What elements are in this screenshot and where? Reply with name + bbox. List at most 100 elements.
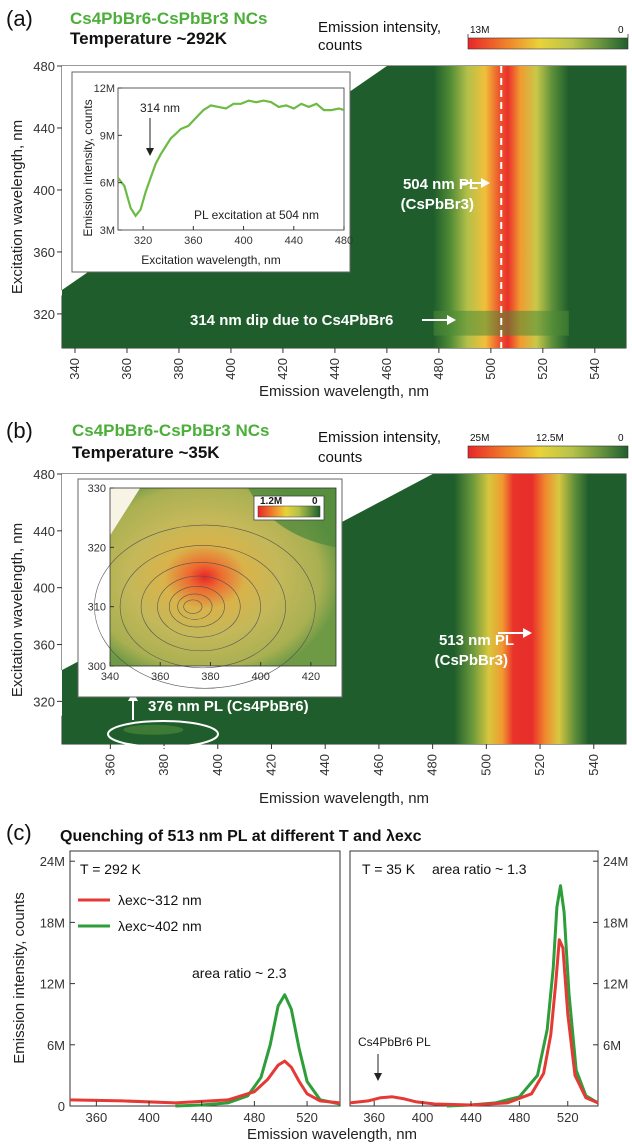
b-xtick-label: 420	[263, 754, 278, 776]
inset-b-ytick-label: 330	[88, 483, 106, 495]
series-line-312	[349, 938, 599, 1107]
panel-a-colorbar-min: 0	[618, 25, 624, 36]
panel-a-colorbar-max: 13M	[470, 25, 489, 36]
panel-a-inset-dip-label: 314 nm	[140, 101, 180, 115]
panel-c-ylabel: Emission intensity, counts	[11, 892, 28, 1063]
inset-b-contour	[119, 545, 286, 669]
panel-c-left-plot: 360 400 440 480 520 0 6M 12M 18M 24M	[40, 854, 341, 1125]
b-xtick-label: 540	[586, 754, 601, 776]
panel-a: (a) Cs4PbBr6-CsPbBr3 NCs Temperature ~29…	[6, 6, 629, 400]
panel-b-ann-513-line1: 513 nm PL	[439, 632, 514, 649]
c-right-ytick-label: 12M	[603, 977, 628, 992]
panel-b-colorbar-max: 25M	[470, 433, 489, 444]
inset-a-xtick-label: 360	[184, 235, 202, 247]
c-left-ytick-label: 6M	[47, 1038, 65, 1053]
c-left-xtick-label: 400	[138, 1110, 160, 1125]
c-right-ytick-label: 18M	[603, 915, 628, 930]
inset-b-contour	[157, 575, 241, 638]
panel-a-xlabel: Emission wavelength, nm	[259, 383, 429, 400]
c-right-xtick-label: 440	[460, 1110, 482, 1125]
inset-b-ytick-label: 310	[88, 602, 106, 614]
inset-b-xtick-label: 360	[151, 671, 169, 683]
inset-b-contour	[168, 585, 225, 628]
panel-c-right-temp: T = 35 K	[362, 861, 416, 877]
b-xtick-label: 500	[478, 754, 493, 776]
a-xtick-label: 540	[587, 358, 602, 380]
panel-c-ratio-right: area ratio ~ 1.3	[432, 861, 527, 877]
c-right-xtick-label: 480	[509, 1110, 531, 1125]
panel-b-colorbar-label-1: Emission intensity,	[318, 429, 441, 446]
panel-a-inset-plot: 320 360 400 440 480 3M 6M 9M 12M	[94, 83, 354, 247]
inset-b-contour	[94, 524, 316, 689]
c-left-xtick-label: 520	[296, 1110, 318, 1125]
a-xtick-label: 340	[67, 358, 82, 380]
inset-a-ytick-label: 9M	[100, 130, 115, 142]
legend-label-312: λexc~312 nm	[118, 892, 202, 908]
inset-a-xtick-label: 440	[285, 235, 303, 247]
panel-c-title: Quenching of 513 nm PL at different T an…	[60, 828, 422, 845]
inset-a-series-line	[117, 99, 345, 218]
b-xtick-label: 360	[102, 754, 117, 776]
panel-b-axes: 360 380 400 420 440 460 480 500 520 540 320 360 400 4…	[33, 467, 600, 776]
panel-c: (c) Quenching of 513 nm PL at different …	[6, 820, 628, 1143]
heatmap-b-secondary	[123, 724, 184, 735]
panel-b-colorbar-label-2: counts	[318, 449, 362, 466]
c-left-ytick-label: 24M	[40, 854, 65, 869]
a-xtick-label: 380	[171, 358, 186, 380]
b-ytick-label: 360	[33, 638, 55, 653]
panel-a-ann-504-line1: 504 nm PL	[403, 176, 478, 193]
panel-b-xlabel: Emission wavelength, nm	[259, 790, 429, 807]
c-left-ytick-label: 12M	[40, 977, 65, 992]
panel-a-colorbar	[467, 37, 629, 50]
panel-a-axes: 340 360 380 400 420 440 460 480 500 520 540 320 360 4…	[33, 59, 602, 380]
b-ytick-label: 480	[33, 467, 55, 482]
panel-b-highlight-ellipse	[107, 720, 219, 748]
a-ytick-label: 440	[33, 121, 55, 136]
panel-b-colorbar-min: 0	[618, 433, 624, 444]
a-xtick-label: 420	[275, 358, 290, 380]
panel-a-ann-314: 314 nm dip due to Cs4PbBr6	[190, 312, 393, 329]
panel-b-inset-colorbar	[257, 505, 321, 518]
inset-b-xtick-label: 400	[251, 671, 269, 683]
a-xtick-label: 520	[535, 358, 550, 380]
b-ytick-label: 320	[33, 694, 55, 709]
inset-b-contour	[183, 599, 203, 614]
b-xtick-label: 440	[317, 754, 332, 776]
c-right-xtick-label: 400	[412, 1110, 434, 1125]
c-left-xtick-label: 480	[244, 1110, 266, 1125]
c-right-ytick-label: 6M	[603, 1038, 621, 1053]
panel-b-ann-513-line2: (CsPbBr3)	[435, 652, 508, 669]
panel-b-temperature: Temperature ~35K	[72, 443, 220, 462]
panel-a-colorbar-label-1: Emission intensity,	[318, 19, 441, 36]
a-xtick-label: 460	[379, 358, 394, 380]
panel-c-cs4-pl-label: Cs4PbBr6 PL	[358, 1035, 431, 1049]
panel-b-colorbar	[467, 445, 629, 459]
a-ytick-label: 400	[33, 183, 55, 198]
inset-b-contour	[177, 593, 213, 620]
inset-b-xtick-label: 340	[101, 671, 119, 683]
inset-a-ytick-label: 3M	[100, 225, 115, 237]
inset-a-frame	[117, 87, 345, 231]
a-xtick-label: 500	[483, 358, 498, 380]
panel-c-right-plot: 360 400 440 480 520 6M 12M 18M 24M	[349, 854, 628, 1125]
inset-a-xtick-label: 480	[335, 235, 353, 247]
panel-b-colorbar-mid: 12.5M	[536, 433, 564, 444]
panel-c-ratio-left: area ratio ~ 2.3	[192, 965, 287, 981]
inset-b-ytick-label: 320	[88, 542, 106, 554]
panel-a-ann-504-line2: (CsPbBr3)	[401, 196, 474, 213]
panel-c-label: (c)	[6, 820, 32, 845]
panel-a-label: (a)	[6, 6, 33, 31]
a-xtick-label: 440	[327, 358, 342, 380]
b-ytick-label: 400	[33, 581, 55, 596]
a-ytick-label: 360	[33, 245, 55, 260]
c-right-xtick-label: 520	[557, 1110, 579, 1125]
a-ytick-label: 480	[33, 59, 55, 74]
panel-a-inset-xlabel: Excitation wavelength, nm	[141, 253, 280, 267]
a-xtick-label: 480	[431, 358, 446, 380]
c-left-ytick-label: 0	[58, 1099, 65, 1114]
inset-b-xtick-label: 420	[302, 671, 320, 683]
panel-a-temperature: Temperature ~292K	[70, 29, 228, 48]
b-ytick-label: 440	[33, 524, 55, 539]
panel-b-inset-colorbar-max: 1.2M	[260, 496, 282, 507]
panel-a-ylabel: Excitation wavelength, nm	[9, 120, 26, 294]
